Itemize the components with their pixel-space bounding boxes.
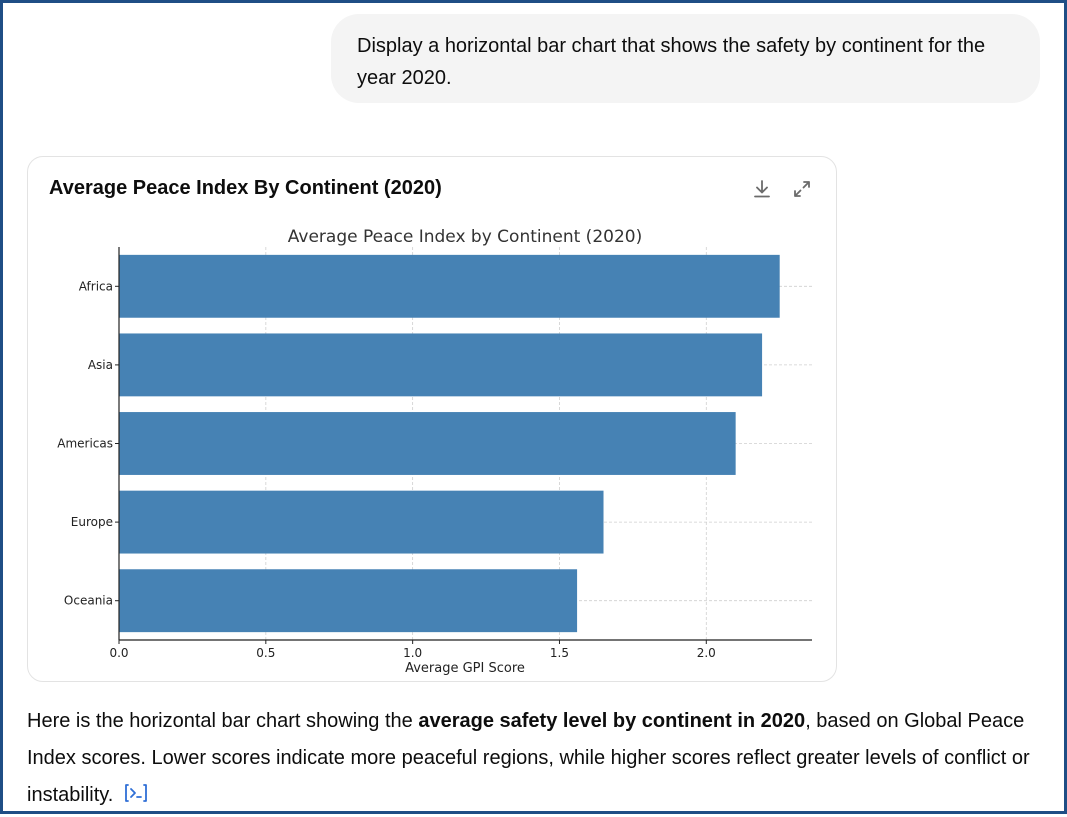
y-tick-label: Americas [57,437,113,451]
chart-card-actions [752,179,812,199]
chart-x-axis-label: Average GPI Score [405,661,525,676]
bar-oceania [119,569,578,633]
bar-chart: Average Peace Index by Continent (2020) … [57,227,812,676]
x-tick-label: 0.0 [109,646,128,660]
x-tick-label: 1.5 [550,646,569,660]
x-tick-label: 1.0 [403,646,422,660]
bar-asia [119,333,763,397]
chart-axes: 0.0 0.5 1.0 1.5 2.0 Africa Asia Americas Europe O… [57,247,812,660]
response-text-1: Here is the horizontal bar chart showing… [27,710,419,732]
code-view-icon[interactable] [123,780,149,817]
assistant-response: Here is the horizontal bar chart showing… [27,703,1047,817]
chart-bars [119,254,780,633]
download-icon[interactable] [752,179,772,199]
y-tick-label: Asia [88,358,113,372]
bar-africa [119,254,780,318]
y-tick-label: Africa [79,279,113,293]
user-message-text: Display a horizontal bar chart that show… [357,35,986,89]
expand-icon[interactable] [792,179,812,199]
y-tick-label: Oceania [64,594,113,608]
response-text-2: , based on Global Peace Index scores. Lo… [27,710,1030,806]
bar-europe [119,490,604,554]
user-message-bubble: Display a horizontal bar chart that show… [331,14,1040,103]
chart-card: Average Peace Index By Continent (2020) … [27,156,837,682]
bar-americas [119,412,736,475]
y-tick-label: Europe [71,515,113,529]
chart-card-title: Average Peace Index By Continent (2020) [49,177,442,199]
response-bold-text: average safety level by continent in 202… [418,710,806,732]
chart-title: Average Peace Index by Continent (2020) [288,227,642,247]
x-tick-label: 2.0 [697,646,716,660]
x-tick-label: 0.5 [256,646,275,660]
